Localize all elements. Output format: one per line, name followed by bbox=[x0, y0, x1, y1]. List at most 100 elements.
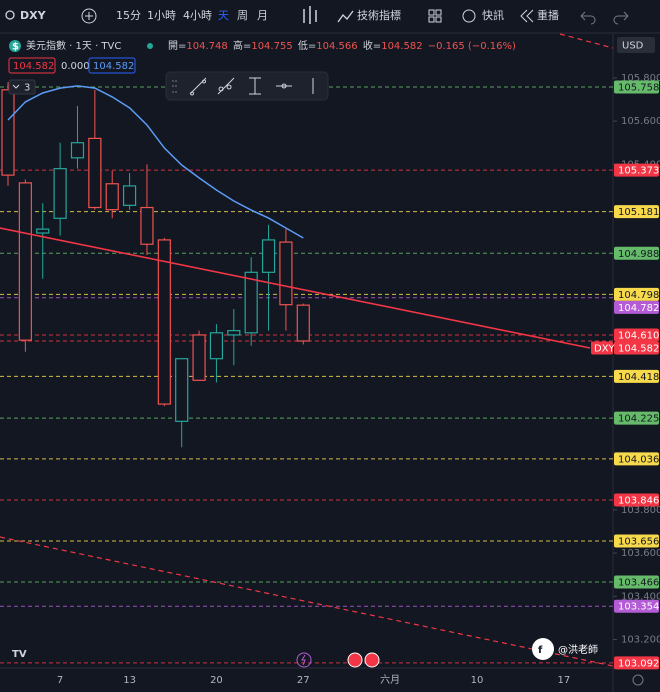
price-box bbox=[8, 57, 56, 74]
candle-body bbox=[70, 142, 85, 159]
facebook-letter: f bbox=[538, 645, 543, 656]
level-label-box bbox=[614, 246, 659, 260]
add-symbol[interactable] bbox=[81, 8, 97, 24]
symbol-tag: DXY bbox=[594, 343, 616, 354]
chart-type-icon[interactable] bbox=[303, 6, 317, 24]
candle-body bbox=[157, 239, 171, 405]
level-label: 103.092 bbox=[618, 658, 659, 669]
interval[interactable]: 15分 bbox=[116, 9, 141, 22]
replay[interactable]: 重播 bbox=[537, 8, 559, 22]
facebook-logo bbox=[532, 638, 554, 660]
replay-icon[interactable] bbox=[520, 9, 534, 23]
market-status bbox=[147, 43, 153, 49]
level-label: 103.656 bbox=[618, 537, 659, 548]
candle-body bbox=[296, 304, 310, 342]
ohlc-legend: 開=104.748 高=104.755 低=104.566 收=104.582 … bbox=[168, 39, 516, 52]
candle-body bbox=[261, 239, 276, 273]
interval[interactable]: 月 bbox=[257, 9, 268, 22]
level-label-box bbox=[614, 163, 659, 177]
level-label: 104.782 bbox=[618, 303, 659, 314]
level-label: 104.798 bbox=[618, 290, 659, 301]
interval[interactable]: 1小時 bbox=[147, 9, 176, 22]
level-label-box bbox=[614, 369, 659, 383]
level-label-box bbox=[614, 575, 659, 589]
level-label: 103.846 bbox=[618, 495, 659, 506]
candle-body bbox=[53, 168, 67, 219]
candle-body bbox=[1, 89, 15, 176]
level-label: 105.181 bbox=[618, 207, 659, 218]
x-tick-label: 13 bbox=[123, 675, 136, 686]
indicator-count[interactable]: 3 bbox=[24, 83, 30, 94]
trend-tool[interactable] bbox=[189, 77, 207, 96]
settings-icon[interactable] bbox=[632, 674, 644, 686]
alerts[interactable]: 快訊 bbox=[482, 8, 504, 22]
y-tick-label: 103.600 bbox=[621, 548, 660, 559]
candle-body bbox=[227, 330, 241, 336]
candle-body bbox=[36, 228, 50, 234]
event-icon[interactable] bbox=[296, 652, 312, 668]
level-label-box bbox=[614, 493, 659, 507]
candle-body bbox=[88, 137, 102, 209]
level-label: 104.582 bbox=[618, 343, 659, 354]
level-label: 105.758 bbox=[618, 82, 659, 93]
alert-icon[interactable] bbox=[462, 9, 476, 23]
x-tick-label: 六月 bbox=[380, 674, 400, 686]
level-label: 104.418 bbox=[618, 372, 659, 383]
candle-body bbox=[175, 358, 189, 422]
symbol[interactable]: DXY bbox=[20, 9, 47, 22]
interval[interactable]: 4小時 bbox=[183, 9, 212, 22]
trend-line bbox=[0, 227, 591, 349]
level-label-box bbox=[614, 205, 659, 219]
level-label-box bbox=[614, 411, 659, 425]
level-label-box bbox=[614, 656, 659, 670]
tv-logo: TV bbox=[12, 649, 27, 660]
indicators[interactable]: 技術指標 bbox=[357, 8, 401, 22]
dashed-trend-line bbox=[559, 33, 614, 49]
level-label-box bbox=[614, 287, 659, 301]
y-tick-label: 105.600 bbox=[621, 116, 660, 127]
level-label: 104.036 bbox=[618, 454, 659, 465]
currency-box[interactable] bbox=[617, 37, 655, 53]
y-tick-label: 105.800 bbox=[621, 73, 660, 84]
level-label-box bbox=[614, 80, 659, 94]
layout-icon[interactable] bbox=[428, 9, 442, 23]
level-label-box bbox=[614, 300, 659, 314]
x-tick-label: 17 bbox=[557, 675, 570, 686]
event-flag[interactable] bbox=[364, 652, 380, 668]
candle-body bbox=[209, 332, 224, 360]
interval-active[interactable]: 天 bbox=[218, 9, 229, 22]
ohlc-value: 104.566 bbox=[316, 41, 357, 52]
symbol-logo-letter: $ bbox=[12, 42, 19, 53]
y-tick-label: 103.400 bbox=[621, 591, 660, 602]
legend-title: 美元指數 · 1天 · TVC bbox=[26, 39, 121, 52]
currency[interactable]: USD bbox=[622, 41, 644, 52]
price-box-text: 104.582 bbox=[93, 61, 134, 72]
level-label-box bbox=[614, 534, 659, 548]
spread-text: 0.000 bbox=[61, 61, 90, 72]
moving-average bbox=[7, 85, 304, 239]
indicators-icon[interactable] bbox=[337, 10, 354, 23]
hline-tool[interactable] bbox=[276, 83, 292, 89]
event-flag[interactable] bbox=[347, 652, 363, 668]
level-label-box bbox=[614, 328, 659, 342]
candle-body bbox=[18, 182, 32, 341]
measure-tool[interactable] bbox=[249, 77, 261, 95]
ray-tool[interactable] bbox=[217, 77, 235, 95]
ohlc-label: 高= bbox=[233, 39, 251, 52]
ohlc-value: 104.755 bbox=[251, 41, 292, 52]
candle-body bbox=[122, 185, 137, 206]
undo[interactable] bbox=[580, 11, 596, 25]
price-box-text: 104.582 bbox=[13, 61, 54, 72]
indicator-collapse[interactable] bbox=[8, 79, 36, 95]
collapse-arrow bbox=[12, 84, 20, 89]
level-label-box bbox=[614, 599, 659, 613]
drag-handle[interactable] bbox=[172, 80, 177, 93]
drawing-toolbar bbox=[165, 71, 329, 101]
ohlc-change: −0.165 (−0.16%) bbox=[428, 41, 516, 52]
search-icon[interactable] bbox=[5, 10, 15, 20]
interval[interactable]: 周 bbox=[237, 9, 248, 22]
level-label: 104.988 bbox=[618, 249, 659, 260]
watermark: @洪老師 bbox=[558, 643, 598, 656]
redo[interactable] bbox=[613, 11, 629, 25]
